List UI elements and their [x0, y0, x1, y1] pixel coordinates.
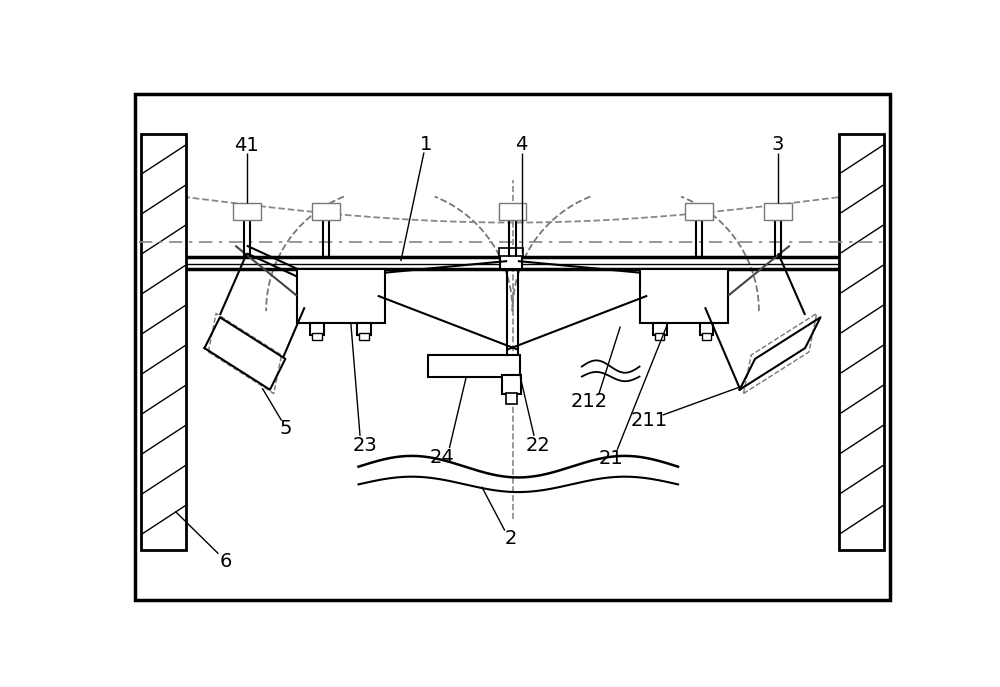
Bar	[310, 323, 324, 335]
Polygon shape	[205, 317, 285, 390]
Bar	[653, 323, 666, 335]
Text: 3: 3	[772, 135, 784, 153]
Text: 22: 22	[526, 436, 550, 455]
Bar	[357, 323, 371, 335]
Text: 4: 4	[516, 135, 528, 153]
Text: 24: 24	[429, 448, 454, 467]
Text: 21: 21	[599, 449, 623, 469]
Bar	[428, 355, 520, 376]
Text: 23: 23	[352, 436, 377, 455]
Bar	[233, 203, 261, 221]
Bar	[702, 333, 711, 339]
Bar	[640, 269, 728, 323]
Bar	[499, 203, 526, 221]
Bar	[297, 269, 385, 323]
Bar	[141, 134, 186, 550]
Bar	[499, 248, 523, 256]
Text: 5: 5	[279, 418, 292, 438]
Bar	[655, 333, 664, 339]
Bar	[314, 205, 338, 218]
Text: 1: 1	[420, 135, 432, 153]
Bar	[312, 203, 340, 221]
Bar	[500, 255, 522, 269]
Bar	[500, 205, 525, 218]
Bar	[687, 205, 711, 218]
Text: 41: 41	[234, 136, 259, 155]
Text: 212: 212	[571, 392, 608, 412]
Bar	[502, 375, 521, 394]
Text: 6: 6	[220, 552, 232, 571]
Bar	[235, 205, 259, 218]
Bar	[766, 205, 790, 218]
Bar	[839, 134, 884, 550]
Bar	[359, 333, 369, 339]
Polygon shape	[740, 317, 820, 390]
Text: 2: 2	[505, 529, 517, 548]
Bar	[506, 393, 517, 403]
Bar	[312, 333, 322, 339]
Bar	[700, 323, 713, 335]
Text: 211: 211	[631, 411, 668, 430]
Bar	[685, 203, 713, 221]
Bar	[764, 203, 792, 221]
